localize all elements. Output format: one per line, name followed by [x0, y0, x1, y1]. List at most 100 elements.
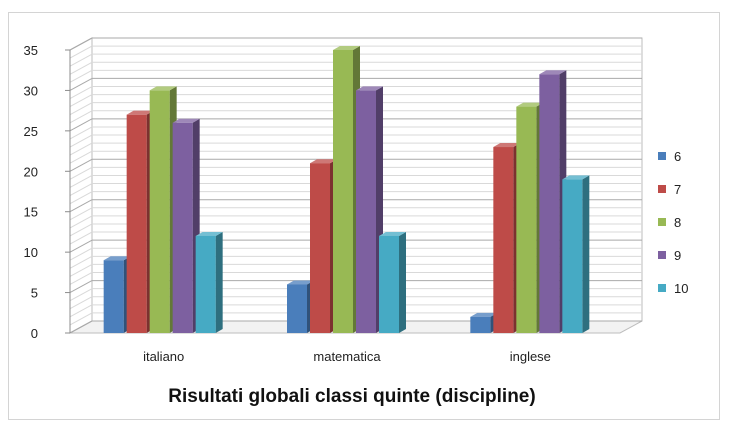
- bar-top: [379, 231, 406, 236]
- gridline-side: [69, 239, 93, 253]
- gridline-side: [69, 150, 93, 164]
- bar-inglese-6: [470, 312, 498, 333]
- legend-swatch: [658, 185, 666, 193]
- chart-title: Risultati globali classi quinte (discipl…: [168, 386, 535, 407]
- legend-swatch: [658, 218, 666, 226]
- legend-label: 10: [674, 281, 688, 296]
- x-tick-label: inglese: [510, 349, 551, 364]
- bar-top: [333, 46, 360, 50]
- gridline-side: [69, 255, 93, 269]
- gridline-side: [69, 183, 93, 196]
- gridline-side: [69, 69, 93, 83]
- legend-label: 9: [674, 248, 681, 263]
- bar-top: [562, 175, 590, 180]
- bar-italiano-6: [103, 256, 131, 333]
- bar-side: [215, 231, 223, 333]
- gridline-side: [69, 158, 93, 172]
- bar-inglese-10: [562, 175, 590, 333]
- bar-front: [539, 74, 560, 333]
- x-axis-labels: italiano matematica inglese: [143, 349, 551, 364]
- gridline-side: [69, 223, 93, 237]
- bar-front: [172, 122, 193, 334]
- y-axis: 0 5 10 15 20 25 30 35: [24, 43, 71, 341]
- bar-front: [126, 114, 147, 333]
- legend-item-8: 8: [658, 215, 681, 230]
- bar-italiano-7: [126, 110, 154, 333]
- gridline-side: [69, 118, 93, 132]
- gridline-side: [69, 134, 93, 148]
- gridline-side: [69, 215, 93, 229]
- bar-top: [310, 159, 337, 164]
- bar-front: [287, 284, 307, 333]
- bars: [103, 46, 590, 334]
- bar-top: [493, 143, 521, 148]
- legend-item-7: 7: [658, 182, 681, 197]
- bar-matematica-6: [287, 280, 314, 333]
- bar-inglese-7: [493, 143, 521, 333]
- bar-front: [333, 50, 353, 333]
- bar-front: [103, 260, 124, 333]
- legend-item-9: 9: [658, 248, 681, 263]
- bar-top: [195, 231, 223, 236]
- gridline-side: [69, 142, 93, 156]
- bar-side: [399, 231, 406, 333]
- gridline-side: [69, 126, 93, 140]
- y-tick-label: 5: [31, 286, 38, 301]
- bar-front: [379, 235, 399, 333]
- gridline-side: [69, 312, 93, 326]
- x-tick-label: matematica: [313, 349, 381, 364]
- gridline-side: [69, 207, 93, 221]
- bar-matematica-7: [310, 159, 337, 333]
- bar-top: [287, 280, 314, 285]
- gridline-side: [69, 191, 93, 205]
- bar-matematica-8: [333, 46, 360, 333]
- gridline-side: [69, 304, 93, 318]
- gridline-side: [69, 53, 93, 67]
- bar-front: [356, 90, 376, 333]
- gridline-side: [69, 77, 93, 91]
- legend: 6 7 8 9 10: [658, 149, 688, 296]
- gridline-side: [69, 102, 93, 116]
- bar-top: [470, 312, 498, 317]
- legend-label: 8: [674, 215, 681, 230]
- y-tick-label: 15: [24, 205, 38, 220]
- bar-front: [493, 147, 514, 333]
- bar-italiano-9: [172, 118, 200, 334]
- bar-front: [310, 163, 330, 333]
- gridline-side: [69, 61, 93, 75]
- legend-label: 6: [674, 149, 681, 164]
- bar-inglese-8: [516, 102, 544, 333]
- legend-swatch: [658, 284, 666, 292]
- y-tick-label: 0: [31, 326, 38, 341]
- gridline-side: [69, 288, 93, 302]
- bar-top: [356, 86, 383, 91]
- bar-top: [149, 86, 177, 91]
- bar-inglese-9: [539, 70, 567, 333]
- gridline-side: [69, 37, 93, 51]
- legend-item-6: 6: [658, 149, 681, 164]
- bar-front: [195, 235, 216, 333]
- bar-matematica-9: [356, 86, 383, 333]
- bar-front: [149, 90, 170, 333]
- gridline-side: [69, 272, 93, 285]
- gridline-side: [69, 280, 93, 294]
- gridline-side: [69, 110, 93, 124]
- gridline-side: [69, 94, 93, 108]
- gridline-side: [69, 175, 93, 188]
- gridline-side: [69, 296, 93, 310]
- bar-italiano-8: [149, 86, 177, 333]
- y-tick-label: 35: [24, 43, 38, 58]
- gridline-side: [69, 166, 93, 180]
- bar-front: [516, 106, 537, 333]
- y-tick-label: 30: [24, 83, 38, 98]
- bar-front: [562, 179, 583, 333]
- legend-item-10: 10: [658, 281, 688, 296]
- x-tick-label: italiano: [143, 349, 184, 364]
- bar-top: [103, 256, 131, 261]
- bar-side: [582, 175, 590, 333]
- legend-swatch: [658, 251, 666, 259]
- gridline-side: [69, 199, 93, 213]
- gridline-side: [69, 231, 93, 245]
- gridline-side: [69, 86, 93, 99]
